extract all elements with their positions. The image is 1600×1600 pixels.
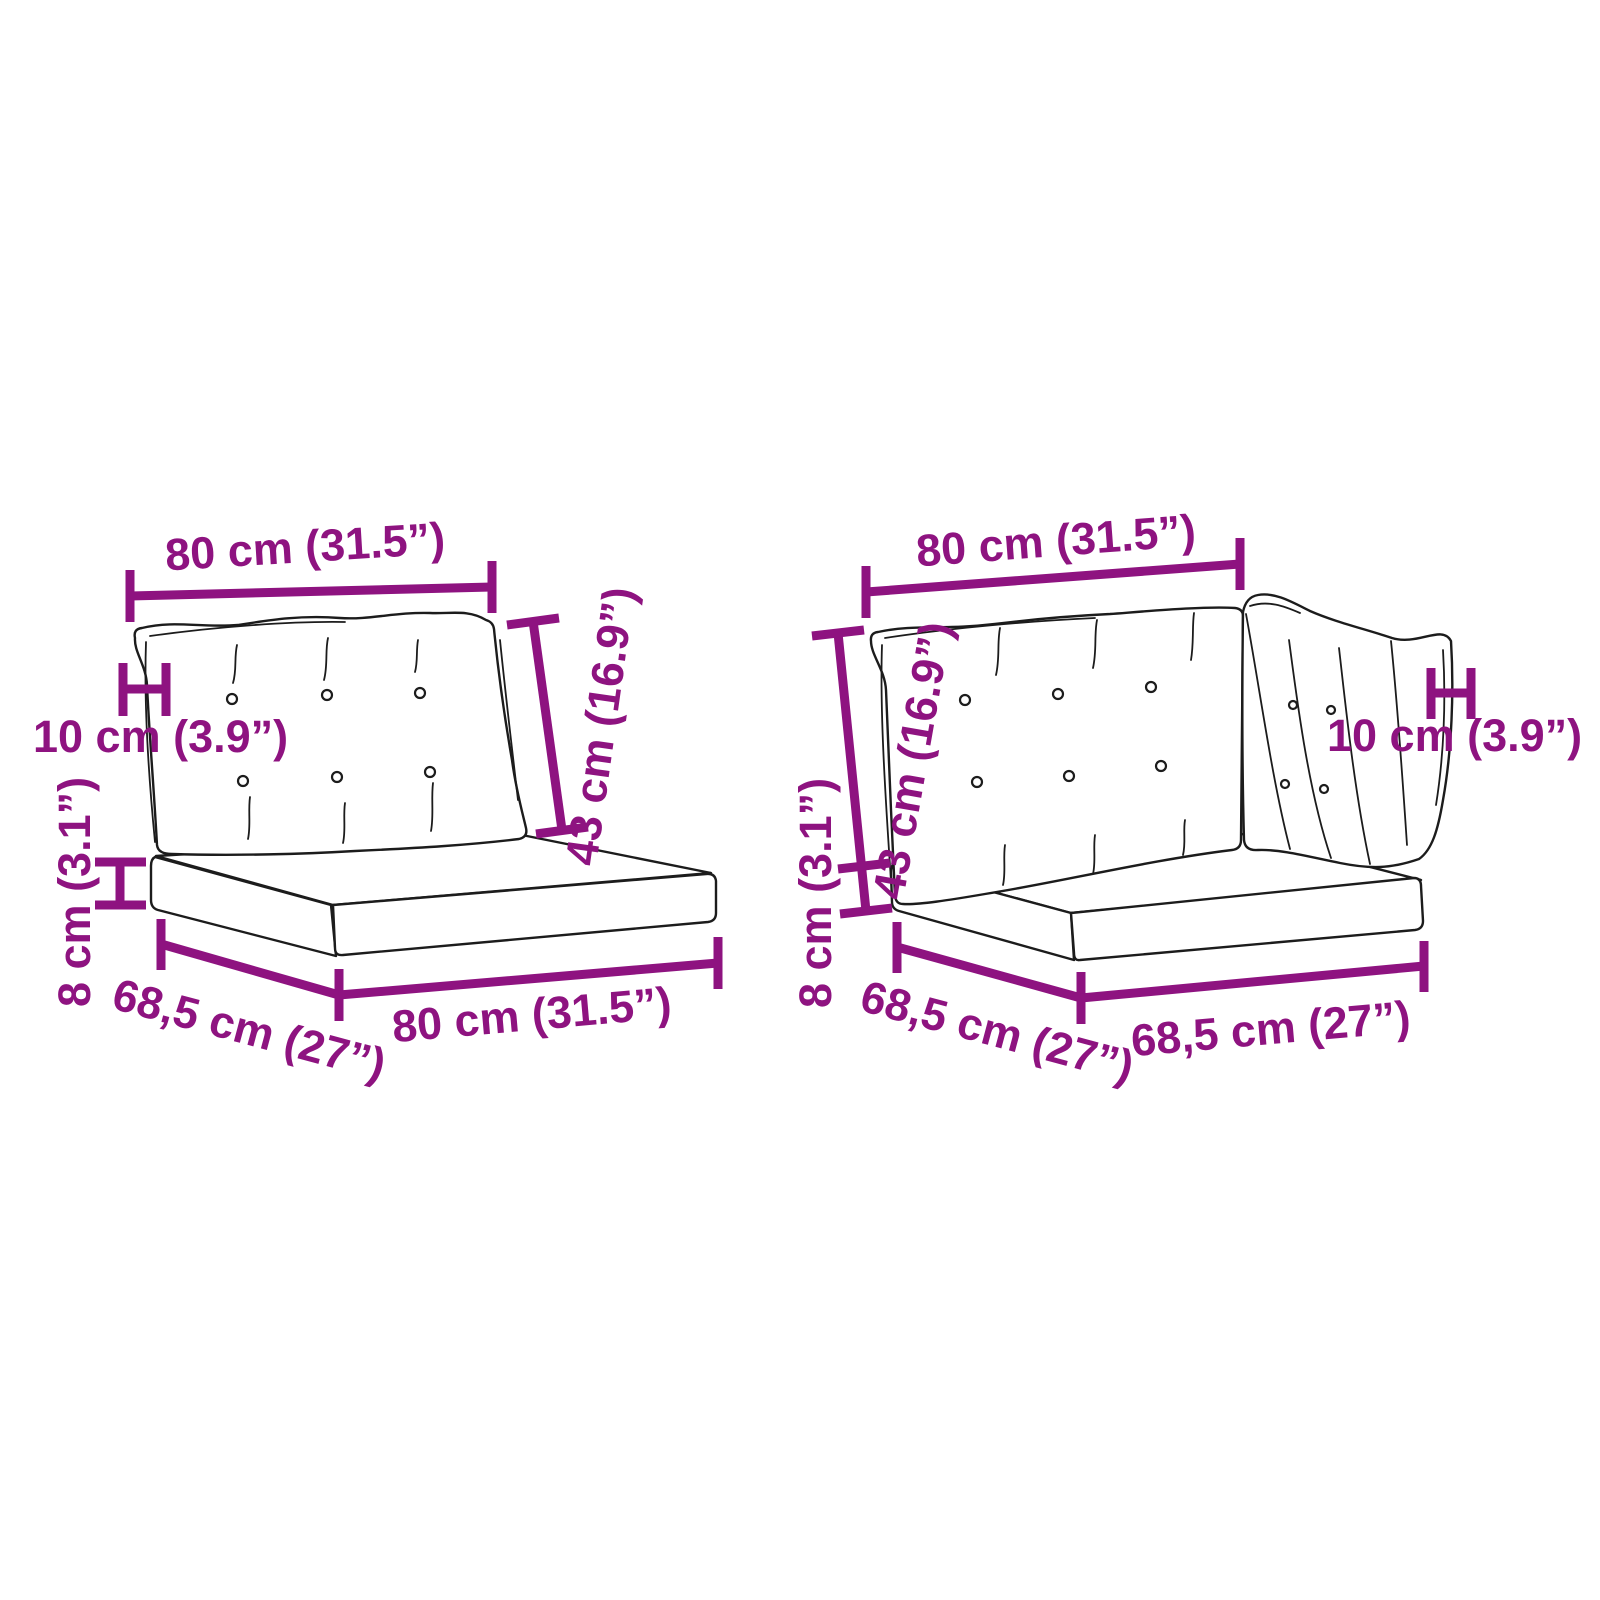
- dim-seat-thickness: 8 cm (3.1”): [49, 777, 146, 1007]
- seat-right-front-face: [1069, 876, 1425, 962]
- cushion-seam-top: [149, 620, 346, 637]
- cushion-fold: [1182, 819, 1186, 856]
- back-cushion-left-drawing: [869, 606, 1245, 906]
- cushion-seam-top: [884, 617, 1096, 639]
- dim-label-back-width: 80 cm (31.5”): [164, 513, 447, 581]
- seat-front-face: [331, 872, 718, 957]
- cushion-fold: [323, 637, 329, 681]
- tuft-button: [970, 775, 984, 789]
- cushion-fold: [1002, 844, 1006, 886]
- tuft-button: [1144, 680, 1158, 694]
- figure-left-cushion-set: 80 cm (31.5”) 10 cm (3.9”) 43 cm (16.9”)…: [33, 513, 723, 1090]
- dim-back-thickness: 10 cm (3.9”): [33, 663, 288, 762]
- cushion-seam-left: [880, 644, 893, 896]
- dim-label-seat-depth-left: 68,5 cm (27”): [855, 970, 1139, 1092]
- cushion-seam-right: [499, 639, 519, 801]
- tuft-button: [1325, 704, 1337, 716]
- cushion-fold: [414, 639, 419, 673]
- dim-tick: [839, 903, 893, 919]
- tuft-button: [1051, 687, 1065, 701]
- dim-label-back-thickness: 10 cm (3.9”): [33, 711, 288, 762]
- figure-right-corner-cushion-set: 80 cm (31.5”) 43 cm (16.9”) 8 cm (3.1”) …: [790, 505, 1582, 1093]
- dim-line: [159, 939, 341, 1000]
- tuft-button: [1318, 783, 1330, 795]
- cushion-seam-left: [144, 641, 156, 843]
- tuft-button: [236, 774, 250, 788]
- dim-back-thickness: 10 cm (3.9”): [1327, 668, 1582, 761]
- cushion-fold: [1190, 612, 1195, 661]
- cushion-fold: [1092, 834, 1096, 875]
- cushion-fold: [995, 627, 1001, 676]
- dim-label-seat-thickness: 8 cm (3.1”): [790, 778, 841, 1008]
- dim-back-width: 80 cm (31.5”): [125, 513, 497, 622]
- tuft-button: [320, 688, 334, 702]
- dim-tick: [535, 822, 589, 839]
- back-cushion-right-drawing: [1241, 593, 1454, 869]
- dim-tick: [837, 858, 891, 874]
- dim-label-seat-depth-right: 68,5 cm (27”): [1129, 991, 1413, 1066]
- dim-line: [865, 559, 1241, 597]
- tuft-button: [225, 692, 239, 706]
- tuft-button: [1279, 778, 1291, 790]
- seat-left-face: [149, 855, 338, 958]
- dim-seat-depth-right: 68,5 cm (27”): [1080, 941, 1429, 1066]
- dim-line: [338, 958, 719, 1000]
- dim-line: [1080, 961, 1425, 1003]
- tuft-button: [1154, 759, 1168, 773]
- tuft-button: [330, 770, 344, 784]
- dim-seat-width: 80 cm (31.5”): [338, 937, 723, 1052]
- cushion-pleat: [1390, 640, 1408, 846]
- dim-line: [129, 582, 493, 601]
- back-cushion-outline: [1241, 593, 1454, 869]
- cushion-seam-right: [1435, 649, 1446, 806]
- tuft-button: [1287, 699, 1299, 711]
- dim-tick: [811, 625, 865, 641]
- cushion-pleat: [1245, 613, 1291, 850]
- cushion-seam-top: [1249, 602, 1301, 614]
- tuft-button: [958, 693, 972, 707]
- cushion-fold: [247, 796, 251, 840]
- dim-label-back-height: 43 cm (16.9”): [555, 584, 644, 869]
- dim-line: [528, 620, 567, 831]
- dim-line: [895, 942, 1083, 1003]
- cushion-pleat: [1288, 639, 1332, 859]
- dim-back-width: 80 cm (31.5”): [861, 505, 1245, 618]
- cushion-fold: [1092, 619, 1098, 669]
- back-cushion-drawing: [133, 611, 528, 857]
- dim-label-seat-depth: 68,5 cm (27”): [107, 968, 391, 1090]
- tuft-button: [423, 765, 437, 779]
- cushion-fold: [342, 802, 346, 844]
- tuft-button: [1062, 769, 1076, 783]
- cushion-fold: [430, 782, 434, 832]
- dim-label-back-width: 80 cm (31.5”): [914, 505, 1197, 577]
- dim-tick: [506, 613, 560, 630]
- dim-label-back-thickness: 10 cm (3.9”): [1327, 710, 1582, 761]
- dim-back-height: 43 cm (16.9”): [506, 584, 645, 869]
- tuft-button: [413, 686, 427, 700]
- dim-label-seat-thickness: 8 cm (3.1”): [49, 777, 100, 1007]
- cushion-pleat: [1338, 647, 1371, 865]
- cushion-fold: [232, 644, 238, 684]
